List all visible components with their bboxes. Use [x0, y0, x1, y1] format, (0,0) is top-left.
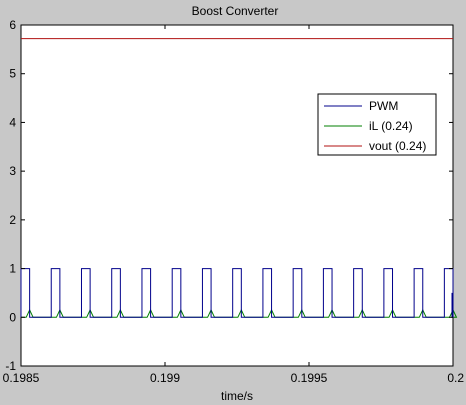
y-tick-label: 6 [9, 18, 16, 32]
y-tick-label: -1 [5, 359, 16, 373]
y-tick-label: 2 [9, 213, 16, 227]
legend-label: iL (0.24) [369, 119, 413, 133]
y-tick-label: 0 [9, 310, 16, 324]
ticks-layer: -1 0 1 2 3 4 5 6 0.1985 0.199 0.1995 0.2 [3, 18, 465, 385]
x-axis-label: time/s [221, 389, 253, 403]
legend[interactable]: PWM iL (0.24) vout (0.24) [317, 93, 437, 156]
legend-box [317, 93, 437, 156]
y-tick-label: 5 [9, 67, 16, 81]
plot-area [20, 24, 454, 367]
x-tick-label: 0.199 [150, 371, 180, 385]
y-tick-label: 4 [9, 115, 16, 129]
legend-label: PWM [369, 99, 398, 113]
chart-title: Boost Converter [192, 4, 279, 18]
y-tick-label: 1 [9, 262, 16, 276]
x-tick-label: 0.2 [447, 371, 464, 385]
y-tick-label: 3 [9, 164, 16, 178]
series-layer [20, 38, 458, 318]
series-pwm-line [20, 268, 454, 318]
x-tick-label: 0.1985 [3, 371, 40, 385]
legend-label: vout (0.24) [369, 139, 426, 153]
x-tick-label: 0.1995 [291, 371, 328, 385]
